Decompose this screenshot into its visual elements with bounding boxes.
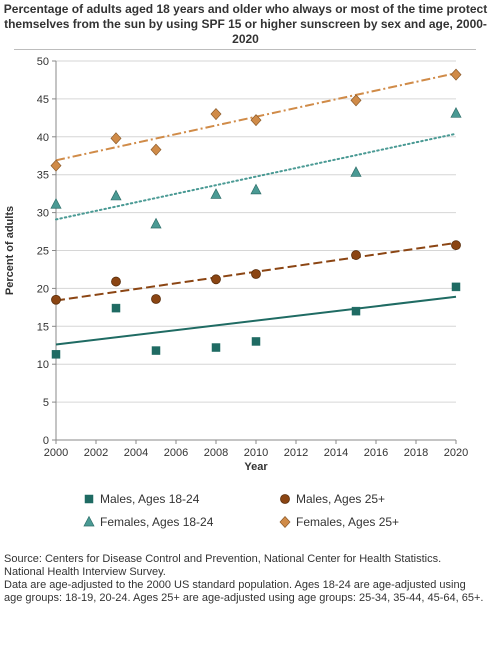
legend-item: Males, Ages 18-24 <box>84 492 200 506</box>
data-point-series-3 <box>110 132 122 145</box>
data-point-series-1 <box>211 274 221 285</box>
x-tick-label: 2018 <box>404 447 428 459</box>
title-divider <box>14 49 476 50</box>
data-point-series-0 <box>211 343 221 352</box>
x-tick-label: 2002 <box>84 447 108 459</box>
legend-item: Males, Ages 25+ <box>280 492 385 506</box>
x-tick-label: 2010 <box>244 447 268 459</box>
y-tick-label: 20 <box>37 283 49 295</box>
chart-title: Percentage of adults aged 18 years and o… <box>3 2 488 46</box>
legend-marker <box>83 515 95 527</box>
x-tick-label: 2006 <box>164 447 188 459</box>
y-tick-label: 5 <box>43 397 49 409</box>
y-tick-label: 10 <box>37 359 49 371</box>
data-point-series-0 <box>151 346 161 355</box>
x-tick-label: 2004 <box>124 447 148 459</box>
data-point-series-3 <box>50 159 62 172</box>
data-point-series-0 <box>51 350 61 359</box>
chart-svg: 0 5 10 15 20 25 30 35 40 45 50 2000 2002 2004 2006 2008… <box>4 56 468 529</box>
legend-marker <box>279 515 291 529</box>
data-point-series-1 <box>111 276 121 287</box>
source-note: Source: Centers for Disease Control and … <box>4 553 442 578</box>
legend-label: Males, Ages 18-24 <box>100 492 200 506</box>
chart-footer: Source: Centers for Disease Control and … <box>4 553 484 605</box>
data-point-series-1 <box>251 269 261 279</box>
y-tick-label: 40 <box>37 132 49 144</box>
data-point-series-0 <box>251 337 261 346</box>
y-tick-label: 35 <box>37 170 49 182</box>
data-point-series-1 <box>151 294 161 304</box>
data-point-series-0 <box>351 306 361 316</box>
x-tick-label: 2000 <box>44 447 68 459</box>
legend-marker <box>84 494 94 504</box>
y-tick-label: 50 <box>37 56 49 68</box>
trend-line-series-0 <box>55 295 457 346</box>
data-point-series-3 <box>450 68 462 81</box>
data-point-series-2 <box>250 183 262 195</box>
x-tick-label: 2020 <box>444 447 468 459</box>
x-tick-label: 2012 <box>284 447 308 459</box>
data-point-series-3 <box>250 114 262 127</box>
legend-label: Females, Ages 25+ <box>296 515 399 529</box>
y-tick-label: 0 <box>43 435 49 447</box>
methodology-note: Data are age-adjusted to the 2000 US sta… <box>4 579 484 604</box>
data-point-series-2 <box>110 189 122 201</box>
trend-line-series-2 <box>55 132 457 221</box>
data-point-series-1 <box>451 240 461 251</box>
data-point-series-1 <box>51 294 61 305</box>
x-tick-label: 2016 <box>364 447 388 459</box>
data-point-series-2 <box>210 188 222 199</box>
legend-label: Females, Ages 18-24 <box>100 515 214 529</box>
x-tick-label: 2008 <box>204 447 228 459</box>
legend-label: Males, Ages 25+ <box>296 492 385 506</box>
y-tick-label: 15 <box>37 321 49 333</box>
x-tick-label: 2014 <box>324 447 348 459</box>
legend-item: Females, Ages 25+ <box>279 515 399 529</box>
legend-marker <box>280 494 290 504</box>
data-point-series-0 <box>111 303 121 313</box>
y-tick-label: 30 <box>37 208 49 220</box>
data-point-series-3 <box>150 143 162 156</box>
data-point-series-1 <box>351 250 361 260</box>
y-tick-label: 25 <box>37 246 49 258</box>
y-tick-label: 45 <box>37 94 49 106</box>
data-point-series-3 <box>210 108 222 121</box>
y-axis-title: Percent of adults <box>4 206 16 295</box>
data-point-series-2 <box>50 198 62 209</box>
data-point-series-2 <box>350 166 362 177</box>
x-axis-title: Year <box>244 461 268 473</box>
data-point-series-3 <box>350 94 362 107</box>
data-point-series-2 <box>150 217 162 229</box>
data-point-series-0 <box>451 282 461 292</box>
legend-item: Females, Ages 18-24 <box>83 515 214 529</box>
data-point-series-2 <box>450 107 462 118</box>
